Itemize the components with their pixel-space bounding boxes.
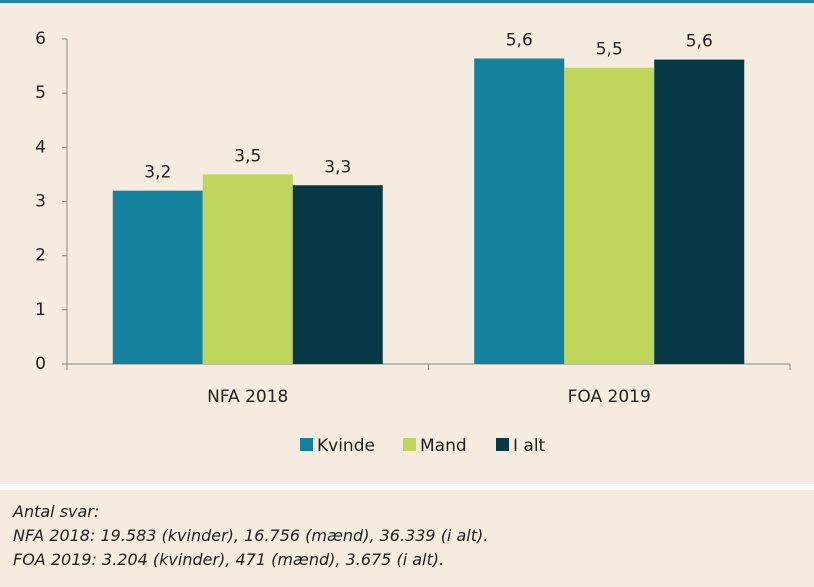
- value-label: 3,3: [324, 157, 351, 177]
- bar: [112, 190, 203, 364]
- y-tick-label: 4: [35, 137, 46, 157]
- x-tick-label: FOA 2019: [568, 387, 651, 407]
- top-border: [0, 0, 814, 3]
- value-label: 3,2: [144, 163, 171, 183]
- bar: [564, 67, 655, 364]
- footnote: Antal svar: NFA 2018: 19.583 (kvinder), 1…: [0, 490, 814, 587]
- bar: [202, 174, 293, 364]
- y-tick-label: 3: [35, 192, 46, 212]
- y-tick-label: 0: [35, 354, 46, 374]
- footnote-line: NFA 2018: 19.583 (kvinder), 16.756 (mænd…: [13, 526, 489, 545]
- legend-swatch: [403, 438, 416, 451]
- x-tick-label: NFA 2018: [207, 387, 288, 407]
- legend-swatch: [300, 438, 313, 451]
- bar: [292, 185, 383, 364]
- legend-label: Kvinde: [317, 436, 375, 456]
- footnote-line: Antal svar:: [13, 502, 100, 521]
- y-tick-label: 2: [35, 246, 46, 266]
- bar: [654, 59, 745, 364]
- value-label: 5,5: [596, 40, 623, 60]
- value-label: 5,6: [506, 31, 533, 51]
- chart: 0 1 2 3 4 5 6 NFA 2018 3,2 3,5 3,3 FOA 2019 5,6 5,5 5,…: [0, 0, 814, 484]
- footnote-line: FOA 2019: 3.204 (kvinder), 471 (mænd), 3…: [13, 550, 445, 569]
- y-tick-label: 6: [35, 29, 46, 49]
- legend-label: Mand: [420, 436, 467, 456]
- legend-swatch: [496, 438, 509, 451]
- bar: [474, 58, 565, 364]
- y-tick-label: 5: [35, 83, 46, 103]
- value-label: 3,5: [234, 146, 261, 166]
- value-label: 5,6: [686, 32, 713, 52]
- legend-label: I alt: [513, 436, 546, 456]
- y-tick-label: 1: [35, 300, 46, 320]
